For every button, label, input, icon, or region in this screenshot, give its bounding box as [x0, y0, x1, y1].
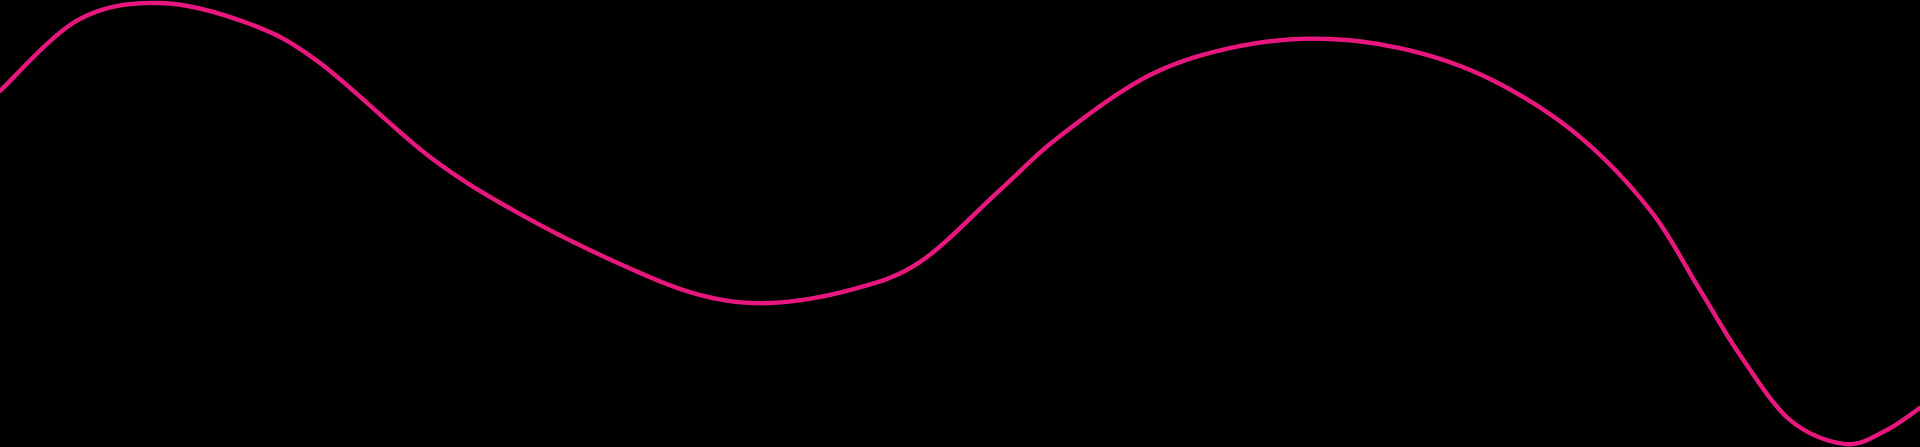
wave-graphic-stage [0, 0, 1920, 447]
wave-curve-line [0, 0, 1920, 447]
wave-curve-svg [0, 0, 1920, 447]
